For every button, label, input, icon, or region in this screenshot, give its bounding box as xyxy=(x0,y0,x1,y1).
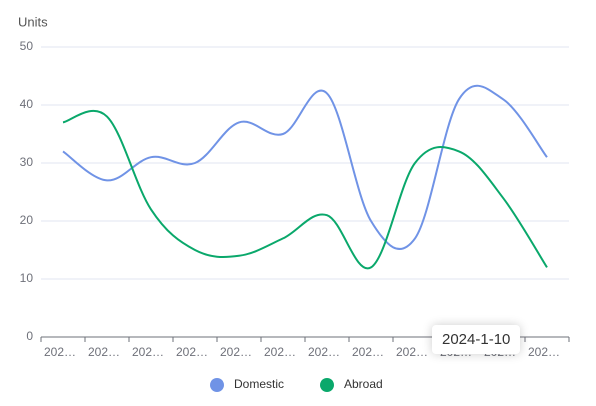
y-tick-label: 10 xyxy=(20,271,34,285)
x-tick-label: 2024-1-3 xyxy=(132,345,170,359)
legend-marker xyxy=(320,378,334,392)
y-tick-label: 0 xyxy=(26,329,33,343)
legend-label: Abroad xyxy=(344,377,383,391)
x-tick-label: 2024-1-12 xyxy=(528,345,566,359)
x-tick-label: 2024-1-5 xyxy=(220,345,258,359)
legend-label: Domestic xyxy=(234,377,284,391)
y-tick-label: 40 xyxy=(20,97,34,111)
x-tick-label: 2024-1-2 xyxy=(88,345,126,359)
x-tick-label: 2024-1-7 xyxy=(308,345,346,359)
series-line xyxy=(62,109,548,270)
x-tick-label: 2024-1-4 xyxy=(176,345,214,359)
series-line xyxy=(62,84,548,250)
x-tick-label: 2024-1-6 xyxy=(264,345,302,359)
y-tick-label: 50 xyxy=(20,39,34,53)
y-tick-label: 20 xyxy=(20,213,34,227)
tooltip: 2024-1-10 xyxy=(432,325,521,354)
x-tick-label: 2024-1-9 xyxy=(396,345,434,359)
y-tick-label: 30 xyxy=(20,155,34,169)
x-tick-label: 2024-1-1 xyxy=(44,345,82,359)
legend-marker xyxy=(210,378,224,392)
y-axis-label: Units xyxy=(18,14,48,29)
x-tick-label: 2024-1-8 xyxy=(352,345,390,359)
